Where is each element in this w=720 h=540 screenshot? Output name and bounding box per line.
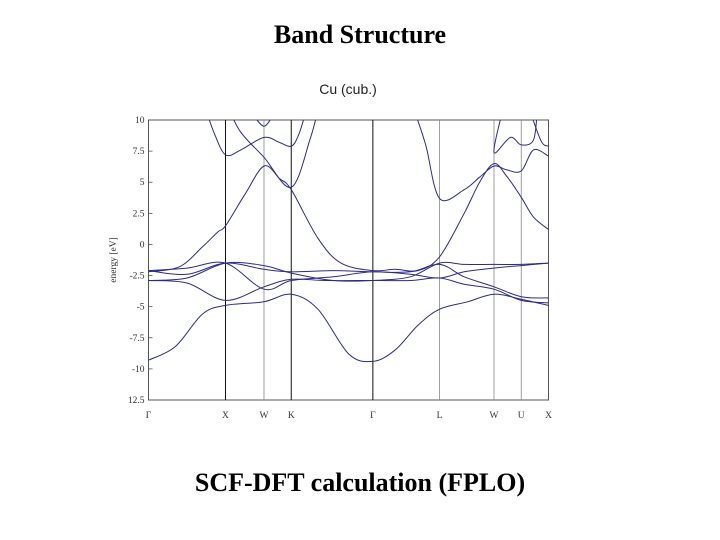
y-tick-label: -7.5 xyxy=(129,334,144,344)
k-point-label: Γ xyxy=(146,411,152,421)
y-tick-label: -10 xyxy=(132,365,145,375)
band-line-8 xyxy=(208,120,305,157)
k-point-label: X xyxy=(222,411,229,421)
y-axis-label: energy [eV] xyxy=(109,237,119,282)
k-point-label: W xyxy=(260,411,269,421)
k-point-label: X xyxy=(545,411,552,421)
y-axis-ticks: 10 7.5 5 2.5 0 -2.5 -5 -7.5 -10 12.5 xyxy=(128,116,153,406)
k-point-lines xyxy=(224,120,522,400)
y-tick-label: 0 xyxy=(140,240,145,250)
k-point-label: W xyxy=(490,411,499,421)
y-tick-label: 12.5 xyxy=(128,396,145,406)
band-line-7 xyxy=(233,120,317,188)
plot-frame xyxy=(148,119,549,401)
band-line-9 xyxy=(417,120,549,202)
chart-title: Cu (cub.) xyxy=(319,81,377,97)
y-tick-label: 10 xyxy=(135,116,145,126)
slide-title: Band Structure xyxy=(273,20,447,49)
y-tick-label: 2.5 xyxy=(133,209,145,219)
band-line-1 xyxy=(148,293,549,363)
slide-caption: SCF-DFT calculation (FPLO) xyxy=(194,468,526,497)
y-tick-label: -2.5 xyxy=(129,272,144,282)
band-line-12 xyxy=(256,120,271,127)
k-point-label: U xyxy=(518,411,525,421)
bands xyxy=(148,120,549,363)
k-point-label: K xyxy=(288,411,295,421)
band-line-5 xyxy=(148,261,549,282)
band-line-11 xyxy=(532,120,549,147)
k-point-label: Γ xyxy=(370,411,376,421)
y-tick-label: 5 xyxy=(140,178,145,188)
band-line-6 xyxy=(148,163,549,273)
y-tick-label: 7.5 xyxy=(133,147,145,157)
y-tick-label: -5 xyxy=(137,303,145,313)
k-point-label: L xyxy=(437,411,443,421)
band-line-10 xyxy=(493,120,538,154)
